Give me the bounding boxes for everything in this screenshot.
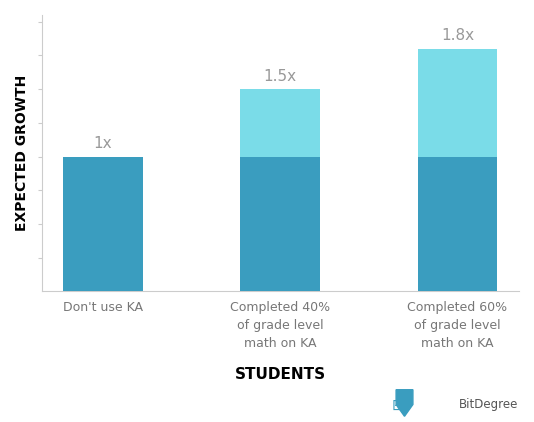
X-axis label: STUDENTS: STUDENTS: [234, 367, 326, 381]
Text: 1x: 1x: [94, 136, 112, 151]
Y-axis label: EXPECTED GROWTH: EXPECTED GROWTH: [15, 75, 29, 231]
Bar: [418, 157, 497, 291]
Text: 1.5x: 1.5x: [264, 69, 297, 84]
Text: ⊞: ⊞: [391, 398, 404, 413]
Bar: [240, 89, 320, 157]
Bar: [240, 157, 320, 291]
Bar: [63, 157, 143, 291]
Text: BitDegree: BitDegree: [459, 398, 518, 411]
Text: B: B: [402, 398, 407, 407]
Bar: [418, 49, 497, 157]
Polygon shape: [396, 390, 413, 416]
Text: 1.8x: 1.8x: [441, 28, 474, 43]
